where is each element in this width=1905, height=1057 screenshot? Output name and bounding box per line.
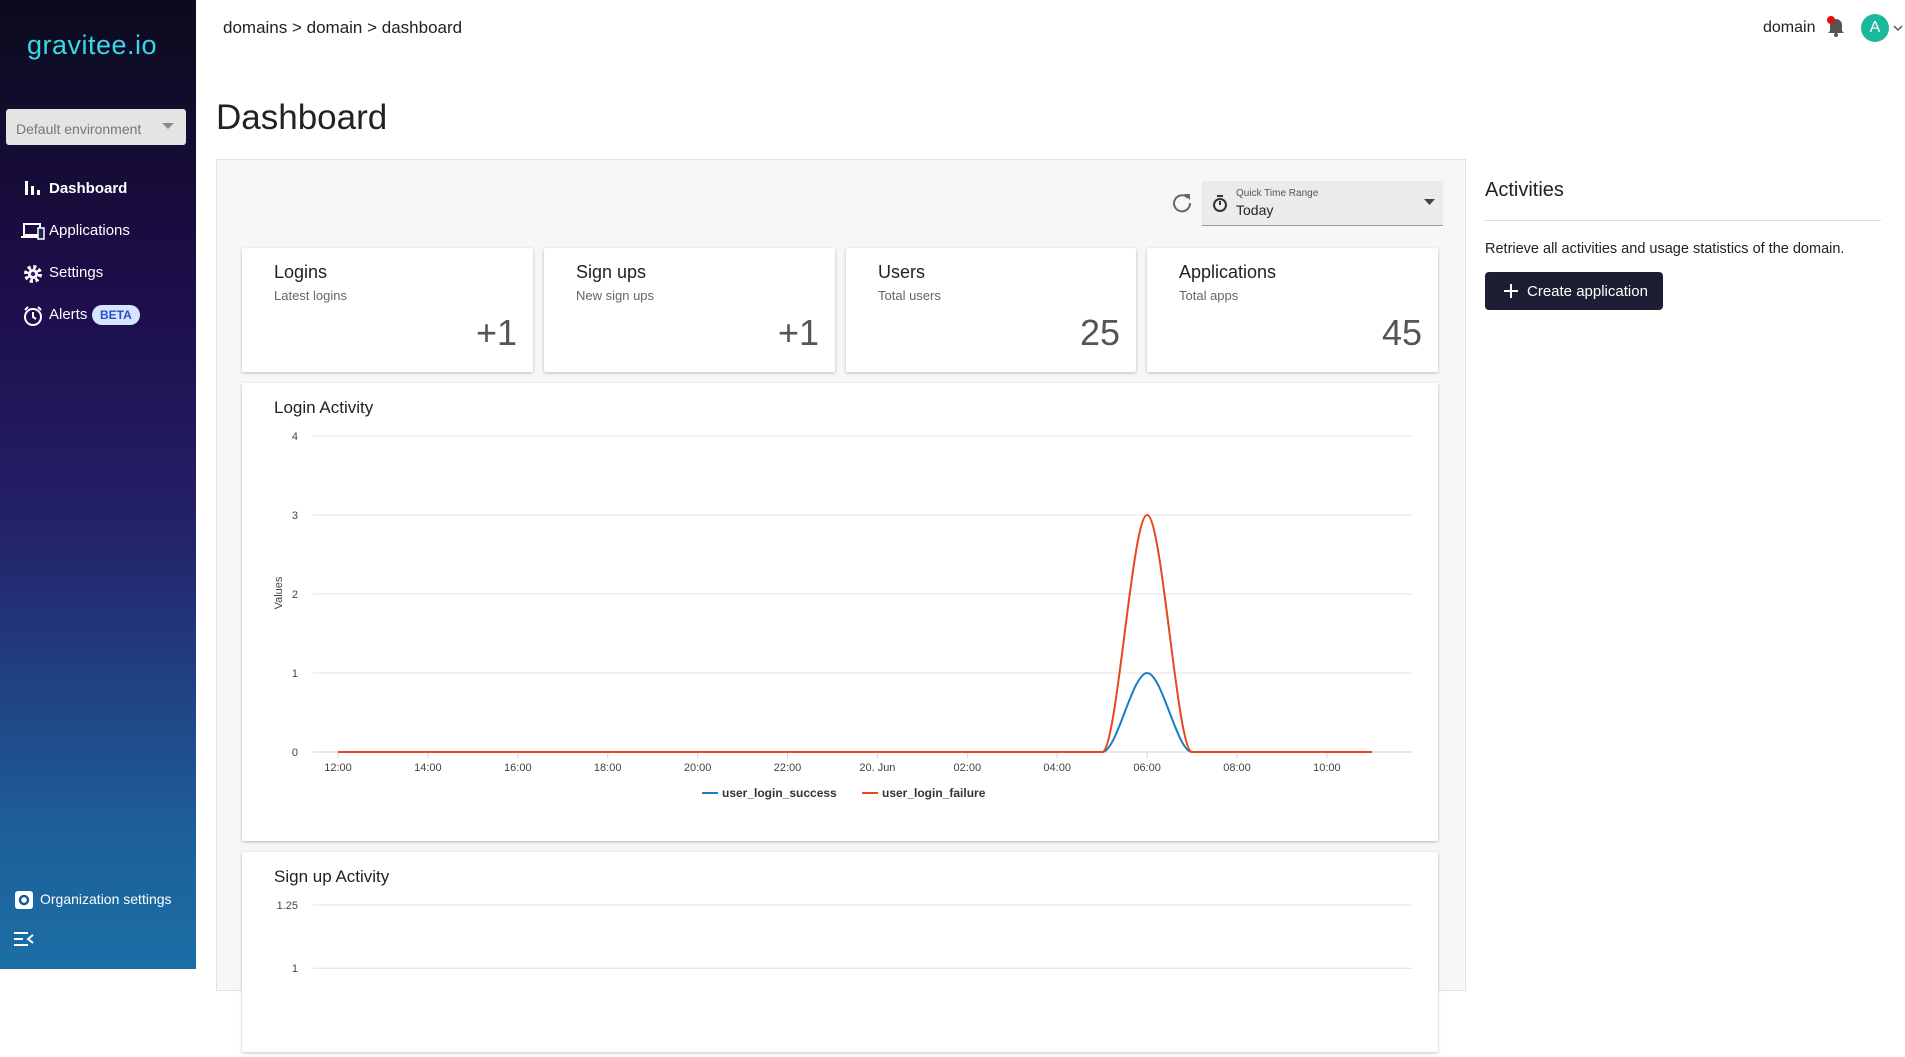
beta-badge: BETA [92, 305, 140, 325]
card-users: Users Total users 25 [846, 248, 1136, 372]
environment: Default environment [16, 121, 142, 137]
card-subtitle: New sign ups [576, 288, 655, 303]
login-chart-card: Login Activity 0 1 2 3 4 Values 12:00 14:00 16:00… [242, 383, 1438, 841]
refresh[interactable] [1171, 191, 1193, 213]
avatar-caret [1893, 25, 1903, 32]
timer-icon [1213, 195, 1227, 212]
page-title: Dashboard [216, 98, 388, 137]
y-tick-label: 0 [292, 747, 298, 759]
nav-alerts[interactable]: Alerts [49, 306, 88, 323]
card-value: 45 [1381, 312, 1422, 353]
alerts-icon [24, 306, 42, 326]
sidebar: gravitee.io Default environment Dashboar… [0, 0, 196, 969]
notifications[interactable] [1825, 15, 1847, 37]
chart: Sign up Activity 1 1.25 [274, 867, 1412, 975]
x-tick-label: 12:00 [324, 762, 352, 774]
activities-text: Retrieve all activities and usage statis… [1485, 241, 1845, 257]
dropdown-icon [162, 123, 174, 129]
create-application-button[interactable]: Create application [1485, 272, 1663, 310]
org-settings[interactable]: Organization settings [40, 891, 172, 907]
x-tick-label: 18:00 [594, 762, 622, 774]
card-subtitle: Latest logins [274, 288, 347, 303]
y-tick-label: 1 [292, 963, 298, 975]
x-tick-label: 06:00 [1133, 762, 1161, 774]
breadcrumb[interactable]: domains > domain > dashboard [223, 18, 463, 37]
card-title: Applications [1179, 262, 1277, 282]
dropdown-icon [1424, 199, 1435, 205]
card-logins: Logins Latest logins +1 [242, 248, 533, 372]
environment-select[interactable]: Default environment [6, 109, 186, 145]
button-label: Create application [1527, 283, 1648, 300]
collapse-icon[interactable] [14, 931, 34, 947]
y-tick-label: 2 [292, 589, 298, 601]
activities-title: Activities [1485, 179, 1564, 201]
card-subtitle: Total apps [1179, 288, 1239, 303]
chart-title: Login Activity [274, 398, 374, 417]
settings-icon [24, 265, 42, 283]
x-tick-label: 14:00 [414, 762, 442, 774]
x-tick-label: 04:00 [1043, 762, 1071, 774]
card-value: +1 [777, 312, 819, 353]
nav-applications[interactable]: Applications [49, 222, 130, 239]
card-value: 25 [1079, 312, 1120, 353]
legend-label: user_login_failure [882, 786, 986, 800]
logo[interactable]: gravitee.io [27, 30, 158, 60]
card-applications: Applications Total apps 45 [1147, 248, 1438, 372]
chart: Login Activity 0 1 2 3 4 Values 12:00 14:00 16:00… [273, 398, 1412, 800]
time-range-label: Quick Time Range [1236, 188, 1319, 199]
y-axis-label: Values [273, 576, 285, 609]
avatar[interactable]: A [1861, 14, 1889, 42]
nav-settings[interactable]: Settings [49, 264, 104, 281]
series-line [338, 513, 1372, 753]
x-tick-label: 20:00 [684, 762, 712, 774]
x-tick-label: 22:00 [774, 762, 802, 774]
legend-label: user_login_success [722, 786, 837, 800]
card-title: Sign ups [576, 262, 647, 282]
y-tick-label: 1 [292, 668, 298, 680]
x-tick-label: 08:00 [1223, 762, 1251, 774]
y-tick-label: 3 [292, 510, 298, 522]
divider [1485, 220, 1881, 221]
card-title: Users [878, 262, 926, 282]
plus-icon [1504, 284, 1518, 298]
page: gravitee.io Default environment Dashboar… [0, 0, 1903, 991]
y-tick-label: 1.25 [277, 900, 298, 912]
time-range-value: Today [1236, 202, 1274, 218]
x-tick-label: 16:00 [504, 762, 532, 774]
x-tick-label: 20. Jun [859, 762, 895, 774]
nav-dashboard[interactable]: Dashboard [49, 180, 128, 197]
card-title: Logins [274, 262, 328, 282]
card-signups: Sign ups New sign ups +1 [544, 248, 835, 372]
card-subtitle: Total users [878, 288, 941, 303]
series-line [338, 671, 1372, 753]
x-tick-label: 02:00 [954, 762, 982, 774]
applications-icon [21, 223, 45, 240]
time-range-select[interactable]: Quick Time Range Today [1202, 181, 1443, 226]
chart-title: Sign up Activity [274, 867, 390, 886]
org-settings-icon [15, 891, 33, 909]
dashboard-icon [25, 181, 40, 195]
y-tick-label: 4 [292, 431, 298, 443]
card-value: +1 [475, 312, 517, 353]
x-tick-label: 10:00 [1313, 762, 1341, 774]
domain-name: domain [1763, 19, 1816, 36]
signup-chart-card: Sign up Activity 1 1.25 [242, 852, 1438, 1052]
